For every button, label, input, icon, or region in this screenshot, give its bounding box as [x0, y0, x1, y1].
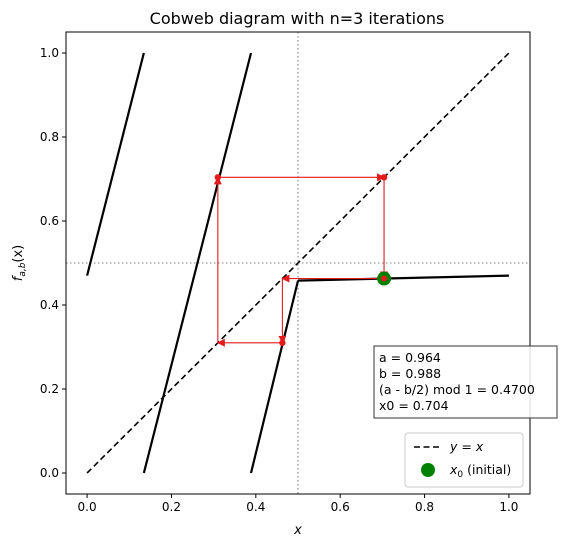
cobweb-point-2 [279, 339, 286, 346]
y-axis-label-subscript: a,b [18, 262, 28, 276]
identity-line [86, 52, 510, 474]
legend-initial-label: x0 (initial) [449, 462, 511, 480]
y-tick-label-3: 0.6 [40, 214, 59, 228]
chart-title: Cobweb diagram with n=3 iterations [150, 9, 445, 28]
legend-initial-label-sub: 0 [457, 470, 463, 480]
map-segment-1 [86, 52, 145, 276]
x-tick-label-0: 0.0 [78, 500, 97, 514]
info-line-1: a = 0.964 [379, 350, 441, 365]
parameter-info-box [373, 345, 558, 419]
legend-initial-label-suffix: (initial) [463, 462, 511, 477]
info-line-4: x0 = 0.704 [379, 398, 449, 413]
info-line-3: (a - b/2) mod 1 = 0.4700 [379, 382, 535, 397]
y-axis-label: fa,b(x) [11, 245, 28, 282]
x-tick-label-4: 0.8 [415, 500, 434, 514]
y-tick-label-0: 0.0 [40, 466, 59, 480]
map-segment-4 [297, 274, 509, 282]
map-segment-3 [249, 280, 300, 474]
y-tick-label-2: 0.4 [40, 298, 59, 312]
legend-initial-swatch [421, 463, 435, 477]
y-tick-label-5: 1.0 [40, 46, 59, 60]
legend-identity-label: y = x [449, 439, 484, 454]
y-tick-label-1: 0.2 [40, 382, 59, 396]
x-tick-label-3: 0.6 [331, 500, 350, 514]
y-axis-label-argument: (x) [11, 245, 26, 263]
plot-frame [65, 31, 531, 495]
plot-area: 0.0 0.2 0.4 0.6 0.8 1.0 0.0 0.2 0.4 0.6 0.8 1.0 x fa,… [11, 31, 558, 538]
x-tick-label-1: 0.2 [162, 500, 181, 514]
map-segment-2 [142, 52, 253, 474]
legend-initial-label-main: x [449, 462, 458, 477]
x-tick-label-2: 0.4 [246, 500, 265, 514]
cobweb-point-3 [214, 174, 222, 181]
info-line-2: b = 0.988 [379, 366, 441, 381]
y-axis-label-main: f [11, 274, 26, 281]
x-tick-label-5: 1.0 [499, 500, 518, 514]
cobweb-point-1 [380, 174, 388, 181]
y-tick-label-4: 0.8 [40, 130, 59, 144]
x-axis-label: x [293, 523, 302, 538]
initial-point-marker [381, 275, 388, 282]
